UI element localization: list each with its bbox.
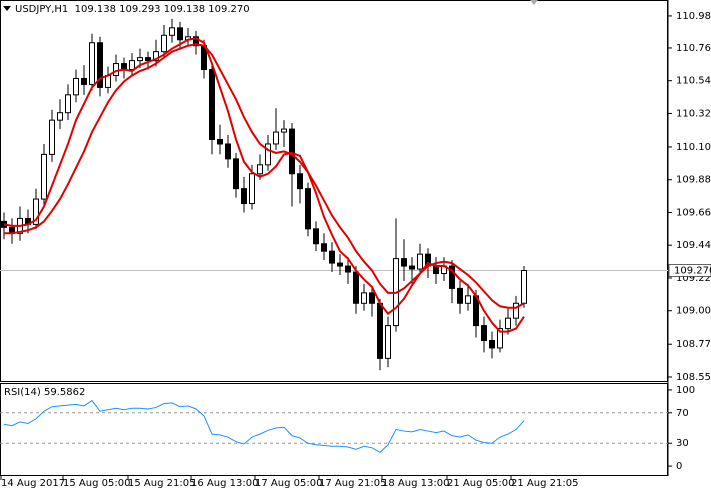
candle-body — [209, 69, 215, 141]
moving-average — [4, 43, 525, 309]
candle-body — [177, 27, 183, 41]
candle-body — [521, 270, 527, 304]
candle-body — [273, 131, 279, 145]
y-tick-label: 109.220 — [676, 273, 711, 284]
candle-body — [481, 325, 487, 342]
candle-body — [449, 265, 455, 289]
shift-marker — [530, 0, 538, 5]
candle-body — [489, 340, 495, 349]
chart-title: USDJPY,H1 109.138 109.293 109.138 109.27… — [15, 4, 250, 15]
candle-body — [337, 262, 343, 267]
last-price-label: 109.270 — [674, 266, 711, 277]
y-tick-label: 110.100 — [676, 142, 711, 153]
candle-body — [361, 292, 367, 304]
y-tick-label: 70 — [676, 408, 689, 419]
rsi-line — [3, 399, 525, 454]
y-tick-label: 110.325 — [676, 108, 711, 119]
candle-body — [433, 265, 439, 275]
x-tick-label: 18 Aug 13:00 — [382, 478, 449, 489]
candle-body — [257, 164, 263, 175]
candle-body — [401, 258, 407, 267]
candle-body — [49, 119, 55, 155]
candle-body — [305, 188, 311, 230]
y-tick-label: 110.545 — [676, 76, 711, 87]
candle-body — [233, 158, 239, 190]
candle-body — [89, 42, 95, 85]
candle-body — [41, 153, 47, 200]
x-tick-label: 16 Aug 13:00 — [191, 478, 258, 489]
y-tick-label: 30 — [676, 438, 689, 449]
candle-body — [377, 302, 383, 359]
candle-body — [297, 173, 303, 190]
candle-body — [249, 173, 255, 205]
candle-body — [97, 42, 103, 88]
candle-body — [385, 325, 391, 359]
candle-body — [369, 292, 375, 304]
candle-body — [193, 36, 199, 47]
candle-body — [241, 188, 247, 205]
candle-body — [105, 74, 111, 88]
rsi-panel-frame — [0, 383, 668, 476]
last-price-box — [668, 264, 711, 277]
candle-body — [313, 228, 319, 245]
candle-body — [457, 287, 463, 304]
candle-body — [153, 51, 159, 62]
x-tick-label: 15 Aug 21:05 — [128, 478, 195, 489]
candle-body — [145, 57, 151, 62]
x-tick-label: 14 Aug 2017 — [1, 478, 65, 489]
candle-body — [513, 302, 519, 319]
candle-body — [353, 271, 359, 304]
x-tick-label: 17 Aug 21:05 — [319, 478, 386, 489]
y-tick-label: 110.765 — [676, 43, 711, 54]
y-tick-label: 108.775 — [676, 339, 711, 350]
y-tick-label: 109.000 — [676, 306, 711, 317]
candle-body — [161, 34, 167, 53]
candle-body — [321, 243, 327, 252]
candle-body — [505, 317, 511, 330]
candle-body — [497, 328, 503, 349]
candle-body — [265, 143, 271, 166]
candle-body — [409, 265, 415, 270]
y-tick-label: 109.880 — [676, 175, 711, 186]
y-tick-label: 100 — [676, 385, 695, 396]
rsi-title: RSI(14) 59.5862 — [4, 387, 85, 398]
y-tick-label: 109.660 — [676, 207, 711, 218]
candle-body — [113, 63, 119, 76]
y-tick-label: 0 — [676, 461, 682, 472]
candle-body — [417, 253, 423, 270]
dropdown-icon[interactable] — [3, 6, 11, 11]
candle-body — [73, 77, 79, 96]
moving-average — [3, 37, 525, 333]
candle-body — [289, 128, 295, 175]
candle-body — [345, 265, 351, 273]
x-tick-label: 15 Aug 05:00 — [63, 478, 130, 489]
candle-body — [33, 198, 39, 225]
candle-body — [225, 143, 231, 160]
x-tick-label: 17 Aug 05:00 — [255, 478, 322, 489]
candle-body — [329, 250, 335, 264]
x-tick-label: 21 Aug 21:05 — [511, 478, 578, 489]
candle-body — [169, 27, 175, 36]
candle-body — [217, 139, 223, 145]
candle-body — [281, 128, 287, 133]
candle-body — [81, 77, 87, 85]
candle-body — [57, 112, 63, 121]
y-tick-label: 109.440 — [676, 240, 711, 251]
candle-body — [129, 60, 135, 71]
x-tick-label: 21 Aug 05:00 — [447, 478, 514, 489]
candle-body — [465, 295, 471, 304]
candle-body — [65, 94, 71, 114]
y-tick-label: 110.980 — [676, 11, 711, 22]
candle-body — [137, 57, 143, 62]
y-tick-label: 108.555 — [676, 372, 711, 383]
